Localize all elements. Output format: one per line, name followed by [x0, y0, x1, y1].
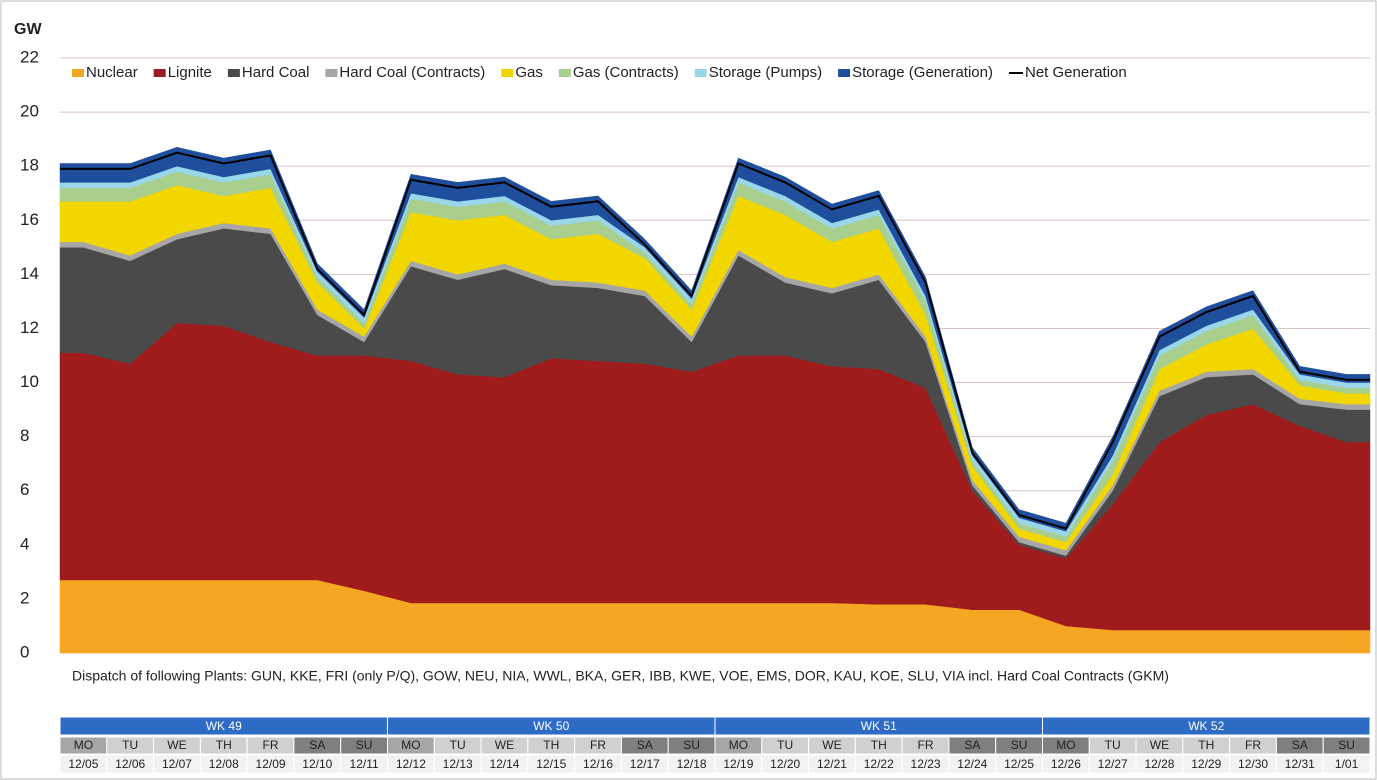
x-tick-label: 12/09 — [256, 757, 286, 771]
weekday-label: SA — [309, 738, 325, 752]
x-tick-label: 12/07 — [162, 757, 192, 771]
weekday-label: SA — [964, 738, 980, 752]
weekday-label: WE — [822, 738, 841, 752]
weekday-label: TU — [450, 738, 466, 752]
x-tick-label: 12/15 — [536, 757, 566, 771]
weekday-label: TU — [122, 738, 138, 752]
legend-label: Storage (Generation) — [852, 64, 993, 81]
weekday-label: WE — [167, 738, 186, 752]
legend-swatch — [501, 69, 514, 77]
y-tick-label: 20 — [20, 102, 39, 121]
weekday-label: WE — [1150, 738, 1169, 752]
legend-swatch — [153, 69, 166, 77]
y-tick-label: 10 — [20, 372, 39, 391]
x-tick-label: 12/22 — [864, 757, 894, 771]
x-tick-label: 12/13 — [443, 757, 473, 771]
legend-label: Gas (Contracts) — [573, 64, 679, 81]
weekday-label: WE — [495, 738, 514, 752]
legend-label: Gas — [515, 64, 543, 81]
x-tick-label: 12/20 — [770, 757, 800, 771]
weekday-label: SU — [1338, 738, 1355, 752]
x-tick-label: 12/30 — [1238, 757, 1268, 771]
week-cell — [1042, 716, 1371, 736]
x-tick-label: 12/21 — [817, 757, 847, 771]
net-generation-line — [60, 151, 1370, 530]
y-tick-label: 12 — [20, 318, 39, 337]
y-tick-label: 8 — [20, 426, 29, 445]
week-label: WK 52 — [1188, 719, 1224, 733]
x-tick-label: 12/27 — [1098, 757, 1128, 771]
x-tick-label: 12/23 — [911, 757, 941, 771]
legend-swatch — [72, 69, 84, 77]
x-tick-label: 12/08 — [209, 757, 239, 771]
x-tick-label: 12/12 — [396, 757, 426, 771]
x-tick-label: 12/29 — [1191, 757, 1221, 771]
weekday-label: SA — [637, 738, 653, 752]
legend-swatch — [558, 69, 571, 77]
weekday-label: SA — [1292, 738, 1308, 752]
date-cell — [1322, 754, 1371, 774]
weekday-label: SU — [356, 738, 373, 752]
weekday-label: MO — [74, 738, 93, 752]
x-tick-label: 12/28 — [1144, 757, 1174, 771]
legend-label: Lignite — [168, 64, 212, 81]
legend-label: Net Generation — [1025, 64, 1127, 81]
week-label: WK 50 — [533, 719, 569, 733]
weekday-label: FR — [1245, 738, 1261, 752]
x-tick-label: 1/01 — [1335, 757, 1359, 771]
x-tick-label: 12/17 — [630, 757, 660, 771]
weekday-cell — [1322, 736, 1371, 755]
x-tick-label: 12/26 — [1051, 757, 1081, 771]
legend-label: Nuclear — [86, 64, 138, 81]
week-label: WK 51 — [861, 719, 897, 733]
legend-label: Hard Coal (Contracts) — [339, 64, 485, 81]
note: Dispatch of following Plants: GUN, KKE, … — [72, 668, 1169, 684]
x-tick-label: 12/14 — [489, 757, 519, 771]
y-tick-label: 18 — [20, 156, 39, 175]
legend-label: Storage (Pumps) — [709, 64, 822, 81]
legend-swatch — [694, 69, 707, 77]
x-tick-label: 12/16 — [583, 757, 613, 771]
weekday-label: MO — [1056, 738, 1075, 752]
weekday-label: FR — [918, 738, 934, 752]
legend-swatch — [227, 69, 240, 77]
legend-swatch — [325, 69, 338, 77]
x-tick-label: 12/24 — [957, 757, 987, 771]
week-label: WK 49 — [206, 719, 242, 733]
x-tick-label: 12/11 — [350, 757, 379, 771]
y-tick-label: 22 — [20, 47, 39, 66]
weekday-label: TH — [216, 738, 232, 752]
legend-label: Hard Coal — [242, 64, 310, 81]
weekday-label: SU — [1011, 738, 1028, 752]
weekday-label: MO — [729, 738, 748, 752]
weekday-label: TH — [543, 738, 559, 752]
x-tick-label: 12/06 — [115, 757, 145, 771]
weekday-label: TU — [1105, 738, 1121, 752]
weekday-label: FR — [263, 738, 279, 752]
x-tick-label: 12/05 — [68, 757, 98, 771]
y-tick-label: 16 — [20, 210, 39, 229]
y-tick-label: 0 — [20, 642, 29, 661]
x-tick-label: 12/10 — [302, 757, 332, 771]
area — [59, 146, 1371, 532]
weekday-label: TH — [1198, 738, 1214, 752]
y-tick-label: 14 — [20, 264, 39, 283]
weekday-label: TU — [777, 738, 793, 752]
x-tick-label: 12/31 — [1285, 757, 1315, 771]
x-tick-label: 12/19 — [723, 757, 753, 771]
weekday-label: MO — [401, 738, 420, 752]
weekday-label: FR — [590, 738, 606, 752]
y-tick-label: 2 — [20, 588, 29, 607]
y-tick-label: 4 — [20, 534, 29, 553]
weekday-label: SU — [683, 738, 700, 752]
y-tick-label: 6 — [20, 480, 29, 499]
y-axis-label: GW — [14, 21, 42, 38]
x-tick-label: 12/25 — [1004, 757, 1034, 771]
legend-swatch — [838, 69, 851, 77]
x-tick-label: 12/18 — [677, 757, 707, 771]
weekday-label: TH — [871, 738, 887, 752]
